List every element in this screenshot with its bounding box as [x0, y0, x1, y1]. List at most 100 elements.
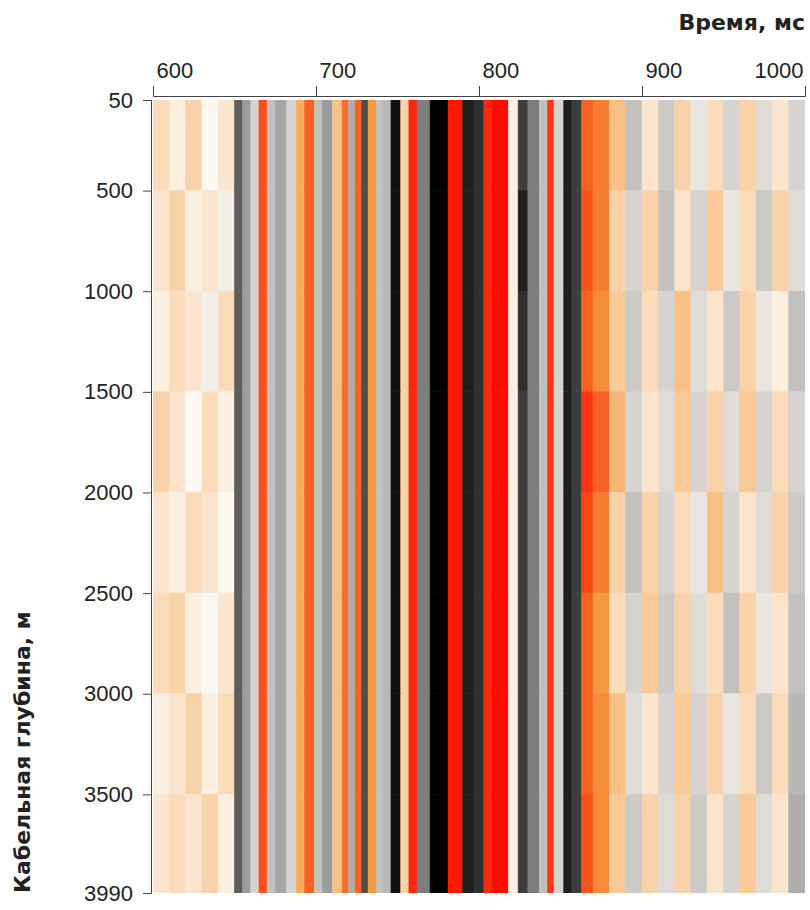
y-tick: 1500 — [84, 379, 151, 404]
heatmap-cell — [789, 593, 805, 694]
heatmap-cell — [267, 794, 275, 893]
heatmap-cell — [169, 100, 185, 191]
heatmap-cell — [518, 694, 528, 795]
heatmap-cell — [691, 492, 707, 593]
heatmap-cell — [323, 100, 333, 191]
heatmap-cell — [528, 100, 539, 191]
heatmap-cell — [305, 191, 315, 292]
heatmap-cell — [153, 100, 169, 191]
heatmap-cell — [539, 694, 547, 795]
heatmap-cell — [448, 593, 463, 694]
tick-mark — [143, 392, 151, 393]
heatmap-cell — [259, 794, 267, 893]
heatmap-cell — [417, 191, 430, 292]
heatmap-cell — [539, 291, 547, 392]
heatmap-cell — [342, 593, 349, 694]
heatmap-cell — [409, 593, 417, 694]
heatmap-cell — [756, 191, 772, 292]
heatmap-cell — [287, 492, 297, 593]
y-tick-label: 50 — [109, 88, 133, 113]
heatmap-cell — [368, 694, 376, 795]
heatmap-cell — [376, 492, 383, 593]
heatmap-cell — [463, 492, 474, 593]
heatmap-cell — [368, 392, 376, 493]
heatmap-cell — [474, 392, 484, 493]
heatmap-cell — [153, 492, 169, 593]
heatmap-cell — [492, 291, 508, 392]
heatmap-cell — [528, 392, 539, 493]
heatmap-cell — [251, 794, 259, 893]
heatmap-cell — [267, 593, 275, 694]
heatmap-cell — [658, 191, 674, 292]
heatmap-cell — [756, 694, 772, 795]
heatmap-cell — [417, 794, 430, 893]
heatmap-cell — [218, 392, 234, 493]
heatmap-cell — [691, 291, 707, 392]
heatmap-cell — [582, 794, 593, 893]
heatmap-cell — [642, 392, 658, 493]
heatmap-cell — [582, 593, 593, 694]
heatmap-cell — [376, 392, 383, 493]
heatmap-cell — [362, 593, 369, 694]
heatmap-cell — [691, 593, 707, 694]
heatmap-cell — [401, 291, 409, 392]
tick-mark — [143, 893, 151, 894]
heatmap-cell — [376, 593, 383, 694]
heatmap-cell — [463, 593, 474, 694]
heatmap-cell — [401, 100, 409, 191]
heatmap-cell — [409, 492, 417, 593]
heatmap-cell — [383, 593, 391, 694]
heatmap-cell — [582, 191, 593, 292]
heatmap-cell — [593, 794, 609, 893]
heatmap-cell — [314, 392, 322, 493]
heatmap-cell — [251, 694, 259, 795]
heatmap-cell — [609, 492, 625, 593]
heatmap-cell — [492, 100, 508, 191]
heatmap-cell — [391, 392, 401, 493]
heatmap-cell — [218, 100, 234, 191]
heatmap-cell — [463, 100, 474, 191]
y-tick-label: 2000 — [84, 480, 133, 505]
heatmap-cell — [169, 794, 185, 893]
heatmap-cell — [153, 191, 169, 292]
heatmap-cell — [267, 100, 275, 191]
heatmap-cell — [332, 593, 342, 694]
heatmap-cell — [724, 593, 740, 694]
heatmap-cell — [474, 694, 484, 795]
heatmap-cell — [448, 492, 463, 593]
heatmap-cell — [362, 191, 369, 292]
heatmap-cell — [275, 191, 286, 292]
heatmap-cell — [691, 191, 707, 292]
heatmap-cell — [564, 593, 572, 694]
heatmap-cell — [492, 794, 508, 893]
heatmap-cell — [314, 694, 322, 795]
heatmap-cell — [362, 392, 369, 493]
heatmap-cell — [417, 593, 430, 694]
tick-mark — [143, 291, 151, 292]
heatmap-cell — [756, 492, 772, 593]
heatmap-cell — [547, 593, 554, 694]
heatmap-cell — [675, 794, 691, 893]
heatmap-cell — [528, 492, 539, 593]
heatmap-cell — [518, 100, 528, 191]
heatmap-cell — [448, 694, 463, 795]
heatmap-cell — [772, 492, 788, 593]
heatmap-cell — [707, 392, 723, 493]
heatmap-cell — [626, 100, 642, 191]
heatmap-cell — [314, 492, 322, 593]
heatmap-cell — [518, 392, 528, 493]
heatmap-cell — [332, 191, 342, 292]
heatmap-cell — [474, 191, 484, 292]
heatmap-cell — [305, 392, 315, 493]
heatmap-cell — [296, 191, 304, 292]
heatmap-cell — [401, 392, 409, 493]
heatmap-cell — [332, 794, 342, 893]
heatmap-cell — [492, 191, 508, 292]
heatmap-cell — [235, 100, 243, 191]
y-axis: 505001000150020002500300035003990 — [84, 88, 151, 906]
heatmap-cell — [202, 492, 218, 593]
heatmap-cell — [572, 492, 582, 593]
heatmap-cell — [202, 191, 218, 292]
heatmap-cell — [642, 291, 658, 392]
heatmap-cell — [202, 694, 218, 795]
